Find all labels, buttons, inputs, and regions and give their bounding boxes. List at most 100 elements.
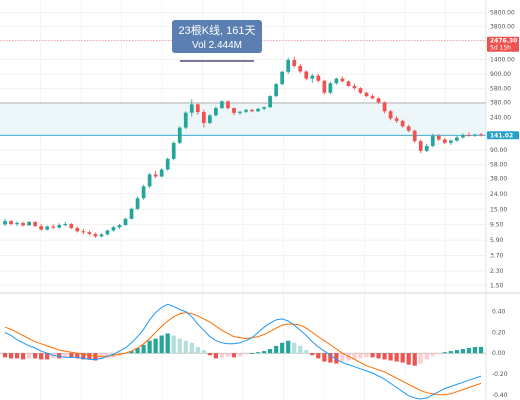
macd-histogram-bar bbox=[39, 353, 44, 360]
macd-histogram-bar bbox=[14, 353, 20, 359]
candle-body bbox=[165, 158, 170, 170]
macd-histogram-bar bbox=[87, 353, 92, 360]
candle-body bbox=[346, 81, 351, 86]
macd-histogram-bar bbox=[382, 353, 387, 360]
price-tick-label: 5.90 bbox=[490, 237, 504, 244]
candle-body bbox=[400, 120, 405, 127]
candle-body bbox=[57, 225, 62, 228]
candle-body bbox=[292, 60, 297, 67]
candle-body bbox=[310, 75, 315, 79]
macd-histogram-bar bbox=[442, 352, 447, 354]
candle-body bbox=[39, 226, 44, 230]
candle-body bbox=[376, 98, 381, 103]
macd-layer bbox=[0, 303, 486, 400]
candle-body bbox=[153, 174, 158, 177]
macd-histogram-bar bbox=[292, 342, 297, 354]
macd-histogram-bar bbox=[298, 345, 303, 354]
macd-histogram-bar bbox=[237, 353, 243, 357]
price-tick-label: 240.00 bbox=[490, 115, 511, 122]
macd-histogram-bar bbox=[261, 351, 267, 354]
candle-body bbox=[123, 218, 128, 226]
candle-body bbox=[111, 227, 116, 231]
macd-histogram-bar bbox=[243, 353, 249, 355]
candle-body bbox=[226, 101, 230, 109]
candle-body bbox=[21, 222, 25, 226]
candles-layer bbox=[3, 56, 483, 238]
candle-body bbox=[3, 221, 7, 225]
macd-histogram-bar bbox=[117, 353, 122, 357]
price-tick-label: 1400.00 bbox=[490, 57, 515, 64]
macd-histogram-bar bbox=[478, 346, 484, 354]
candle-body bbox=[358, 88, 363, 93]
candle-body bbox=[448, 140, 453, 143]
macd-histogram-bar bbox=[286, 340, 291, 354]
macd-histogram-bar bbox=[93, 353, 98, 361]
macd-histogram-bar bbox=[63, 353, 68, 358]
candle-body bbox=[352, 85, 357, 89]
price-tick-label: 9.50 bbox=[490, 221, 504, 228]
macd-histogram-bar bbox=[249, 353, 255, 354]
macd-histogram-bar bbox=[418, 353, 423, 364]
candle-body bbox=[286, 60, 291, 72]
candle-body bbox=[141, 186, 146, 199]
macd-histogram-bar bbox=[2, 353, 8, 358]
macd-histogram-bar bbox=[394, 353, 399, 362]
macd-histogram-bar bbox=[280, 342, 285, 354]
macd-histogram-bar bbox=[310, 353, 315, 356]
price-tick-label: 580.00 bbox=[490, 86, 511, 93]
candle-body bbox=[382, 102, 387, 112]
target-price-tag-box bbox=[487, 36, 519, 52]
macd-histogram-bar bbox=[322, 353, 327, 362]
price-axis[interactable]: 5800.00 3800.00 1400.00 900.00 580.00 380.00 2… bbox=[487, 10, 519, 290]
price-tick-label: 900.00 bbox=[490, 71, 511, 78]
candle-body bbox=[238, 111, 242, 113]
macd-histogram-bar bbox=[135, 348, 140, 354]
macd-histogram-bar bbox=[147, 340, 152, 354]
candle-body bbox=[430, 136, 435, 146]
candle-body bbox=[45, 226, 50, 230]
candle-body bbox=[195, 104, 200, 113]
candle-body bbox=[177, 127, 182, 143]
macd-tick-label: 0.20 bbox=[492, 329, 506, 336]
macd-histogram-bar bbox=[189, 342, 194, 354]
macd-axis[interactable]: 0.40 0.20 0.00 -0.20 -0.40 bbox=[492, 309, 508, 399]
price-tick-label: 24.00 bbox=[490, 191, 507, 198]
candle-body bbox=[69, 224, 74, 229]
macd-histogram-bar bbox=[195, 346, 200, 354]
candle-body bbox=[220, 101, 224, 109]
macd-tick-label: 0.00 bbox=[492, 350, 506, 357]
candle-body bbox=[159, 169, 164, 177]
macd-histogram-bar bbox=[141, 344, 146, 354]
macd-histogram-bar bbox=[340, 353, 345, 362]
candle-body bbox=[9, 221, 13, 225]
macd-histogram-bar bbox=[268, 349, 273, 354]
macd-histogram-bar bbox=[225, 353, 231, 357]
macd-histogram-bar bbox=[219, 353, 225, 358]
macd-histogram-bar bbox=[304, 350, 309, 354]
candle-body bbox=[280, 71, 285, 85]
macd-histogram-bar bbox=[352, 353, 357, 360]
macd-histogram-bar bbox=[159, 335, 164, 354]
price-tick-label: 3.70 bbox=[490, 252, 504, 259]
price-tick-label: 3800.00 bbox=[490, 24, 515, 31]
candle-body bbox=[274, 84, 279, 97]
candle-body bbox=[406, 126, 411, 131]
price-tick-label: 90.00 bbox=[490, 147, 507, 154]
macd-histogram-bar bbox=[207, 353, 212, 356]
candle-body bbox=[232, 108, 236, 113]
last-price-tag-label: 141.02 bbox=[490, 132, 513, 139]
macd-line bbox=[4, 303, 482, 400]
candle-body bbox=[461, 135, 465, 138]
macd-tick-label: 0.40 bbox=[492, 309, 506, 316]
macd-histogram-bar bbox=[376, 353, 381, 359]
macd-histogram-bar bbox=[177, 338, 182, 354]
macd-histogram-bar bbox=[316, 353, 321, 359]
candle-body bbox=[455, 137, 459, 141]
candle-body bbox=[388, 111, 393, 119]
candle-body bbox=[298, 66, 303, 72]
candle-body bbox=[467, 135, 471, 137]
macd-signal-line bbox=[4, 312, 482, 396]
candle-body bbox=[171, 142, 176, 159]
